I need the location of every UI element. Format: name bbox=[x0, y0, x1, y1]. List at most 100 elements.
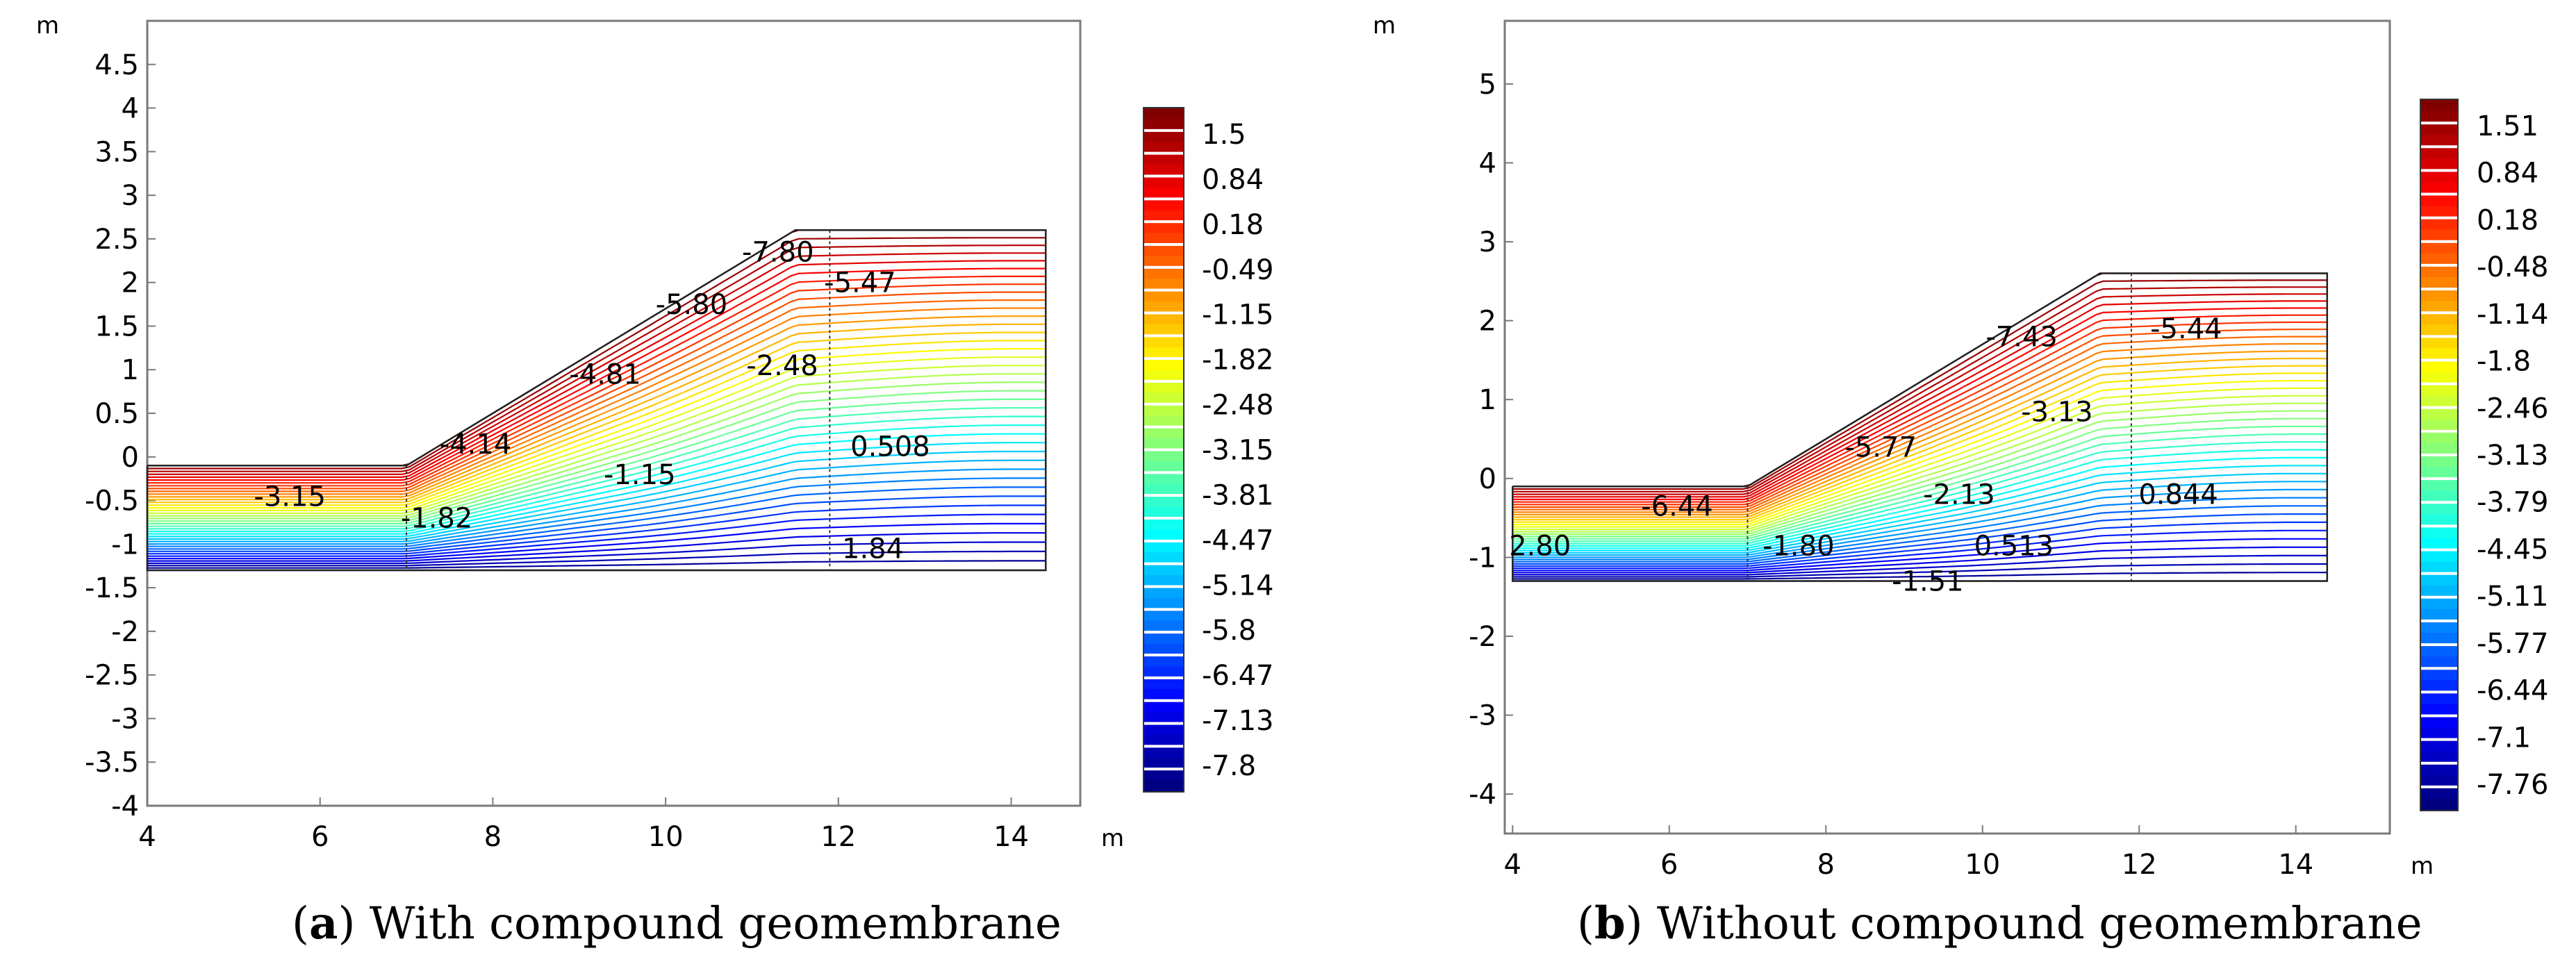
colorbar-band bbox=[1143, 347, 1184, 359]
contour-label: -5.47 bbox=[824, 267, 896, 299]
contour-label: -3.13 bbox=[2021, 396, 2093, 428]
contour-line bbox=[1512, 307, 2327, 501]
colorbar-band bbox=[2420, 123, 2458, 135]
contour-line bbox=[1512, 314, 2327, 503]
y-tick-label: -1.5 bbox=[85, 572, 139, 604]
colorbar-label: -4.47 bbox=[1202, 524, 1274, 556]
colorbar-band bbox=[1143, 313, 1184, 325]
colorbar-band bbox=[2420, 798, 2458, 811]
colorbar-band bbox=[1143, 165, 1184, 177]
y-tick-label: -1 bbox=[1469, 542, 1496, 574]
contour-lines bbox=[1512, 272, 2327, 582]
colorbar-band bbox=[1143, 609, 1184, 622]
y-tick-label: 5 bbox=[1479, 69, 1496, 101]
colorbar-band bbox=[2420, 348, 2458, 361]
contour-line bbox=[147, 415, 1046, 530]
colorbar-band bbox=[1143, 689, 1184, 702]
contour-line bbox=[1512, 329, 2327, 508]
colorbar-band bbox=[1143, 256, 1184, 268]
contour-line bbox=[1512, 365, 2327, 521]
contour-line bbox=[147, 532, 1046, 562]
contour-line bbox=[147, 541, 1046, 565]
y-tick-label: 0 bbox=[122, 442, 139, 474]
colorbar-band bbox=[1143, 142, 1184, 154]
colorbar-band bbox=[1143, 324, 1184, 336]
colorbar-band bbox=[2420, 277, 2458, 290]
colorbar-band bbox=[2420, 633, 2458, 645]
colorbar-band bbox=[1143, 529, 1184, 542]
colorbar-band bbox=[1143, 449, 1184, 462]
colorbar-band bbox=[2420, 372, 2458, 385]
y-tick-label: -4 bbox=[1469, 779, 1496, 811]
colorbar-band bbox=[2420, 395, 2458, 408]
contour-line bbox=[1512, 497, 2327, 561]
colorbar-band bbox=[1143, 187, 1184, 199]
colorbar-band bbox=[1143, 746, 1184, 759]
colorbar-band bbox=[1143, 438, 1184, 451]
colorbar-label: -1.82 bbox=[1202, 345, 1274, 376]
colorbar-label: -6.47 bbox=[1202, 660, 1274, 692]
colorbar-band bbox=[2420, 182, 2458, 195]
colorbar-frame bbox=[2420, 99, 2459, 811]
colorbar-band bbox=[1143, 290, 1184, 302]
x-unit-label: m bbox=[1101, 824, 1124, 852]
contour-line bbox=[147, 307, 1046, 495]
colorbar-band bbox=[2420, 597, 2458, 610]
caption-b-text: Without compound geomembrane bbox=[1657, 898, 2422, 950]
colorbar-band bbox=[2420, 786, 2458, 799]
domain-outline bbox=[146, 229, 1047, 572]
contour-line bbox=[1512, 433, 2327, 542]
colorbar-band bbox=[2420, 442, 2458, 456]
colorbar-band bbox=[2420, 229, 2458, 242]
colorbar-band bbox=[1143, 233, 1184, 245]
contour-lines bbox=[147, 229, 1046, 572]
y-tick-label: 1.5 bbox=[94, 310, 139, 342]
contour-line bbox=[147, 237, 1046, 470]
y-tick-label: 2 bbox=[122, 267, 139, 299]
colorbar-label: -1.14 bbox=[2477, 299, 2549, 331]
colorbar-label: -7.1 bbox=[2477, 722, 2531, 754]
colorbar-band bbox=[1143, 632, 1184, 645]
colorbar-band bbox=[2420, 147, 2458, 159]
colorbar-band bbox=[1143, 426, 1184, 439]
contour-line bbox=[1512, 350, 2327, 516]
colorbar-band bbox=[2420, 680, 2458, 693]
y-tick-label: -3.5 bbox=[85, 747, 139, 779]
colorbar-band bbox=[1143, 279, 1184, 291]
colorbar-band bbox=[2420, 158, 2458, 171]
contour-line bbox=[147, 468, 1046, 545]
colorbar-label: -6.44 bbox=[2477, 675, 2549, 707]
contour-line bbox=[147, 283, 1046, 487]
contour-label: -1.80 bbox=[1762, 530, 1835, 562]
contour-line bbox=[147, 252, 1046, 476]
colorbar-label: -5.77 bbox=[2477, 628, 2549, 660]
colorbar-band bbox=[2420, 692, 2458, 704]
colorbar-band bbox=[2420, 608, 2458, 622]
colorbar-band bbox=[1143, 199, 1184, 211]
colorbar-band bbox=[1143, 495, 1184, 508]
contour-line bbox=[1512, 449, 2327, 547]
contour-label: -4.14 bbox=[440, 429, 512, 461]
colorbar-label: -4.45 bbox=[2477, 533, 2549, 565]
contour-line bbox=[147, 373, 1046, 517]
colorbar-band bbox=[1143, 244, 1184, 257]
colorbar-band bbox=[1143, 335, 1184, 348]
contour-line bbox=[1512, 472, 2327, 554]
y-unit-label: m bbox=[36, 12, 59, 40]
y-tick-label: -2 bbox=[1469, 621, 1496, 653]
colorbar-band bbox=[2420, 431, 2458, 444]
contour-line bbox=[147, 486, 1046, 550]
colorbar-band bbox=[1143, 130, 1184, 142]
contour-line bbox=[147, 356, 1046, 512]
colorbar-band bbox=[1143, 712, 1184, 724]
colorbar-label: 0.18 bbox=[2477, 204, 2538, 236]
contour-line bbox=[147, 522, 1046, 560]
x-tick-label: 12 bbox=[820, 821, 856, 853]
colorbar-band bbox=[1143, 620, 1184, 633]
x-tick-label: 10 bbox=[1965, 849, 2000, 881]
colorbar-band bbox=[1143, 461, 1184, 473]
colorbar-band bbox=[1143, 563, 1184, 576]
colorbar-label: -5.14 bbox=[1202, 570, 1274, 602]
contour-line bbox=[147, 513, 1046, 557]
